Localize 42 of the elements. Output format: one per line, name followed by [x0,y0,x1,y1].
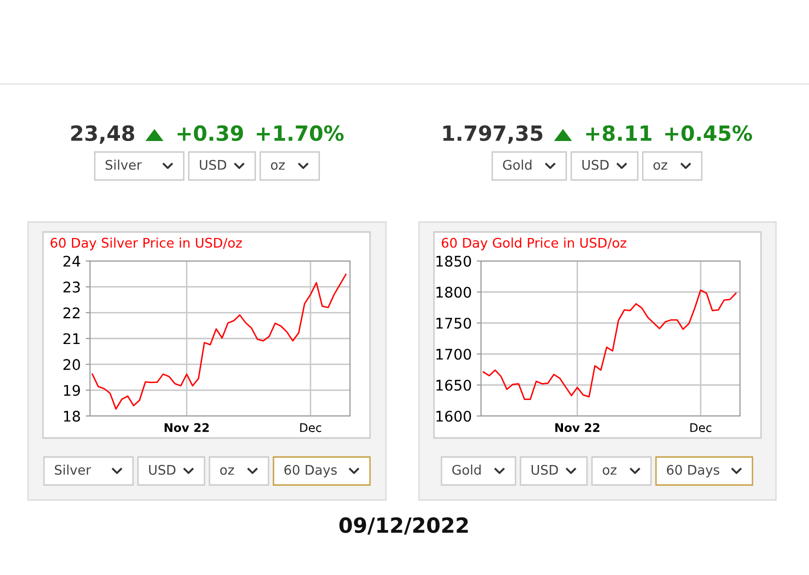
text: USD [200,160,226,170]
text: Silver [106,160,142,170]
line-series [482,289,737,400]
y-tick-label: 18 [64,410,80,422]
text: 1.797,35 [443,125,542,144]
y-tick-label: 24 [63,256,80,267]
y-tick-label: 20 [63,359,80,370]
x-tick-label: Nov 22 [555,423,600,432]
text: USD [532,464,558,475]
y-tick-label: 1600 [436,410,472,422]
text: USD [582,160,609,170]
text: oz [602,467,616,475]
x-tick-label: Dec [300,423,322,432]
y-tick-label: 1650 [436,380,472,391]
text: +1.70% [256,125,344,142]
text: Gold [502,160,532,170]
line-series [92,274,347,410]
y-tick-label: 23 [63,282,80,293]
text: 60 Days [284,464,337,478]
y-tick-label: 1750 [436,318,472,329]
chart-title: 60 Day Gold Price in USD/oz [442,238,626,250]
x-tick-label: Nov 22 [164,423,209,432]
text: oz [270,162,285,170]
x-tick-label: Dec [690,423,712,432]
text: +8.11 [586,125,652,142]
text: USD [149,464,176,475]
y-tick-label: 19 [64,384,80,396]
text: Silver [54,464,92,475]
y-tick-label: 1800 [436,286,472,298]
text: +0.39 [178,125,243,142]
y-tick-label: 22 [63,307,80,318]
text: 09/12/2022 [339,517,468,535]
text: 60 Days [666,464,720,478]
text: +0.45% [665,125,752,142]
text: oz [653,162,668,170]
text: oz [220,467,234,475]
chart-title: 60 Day Silver Price in USD/oz [50,238,242,250]
y-tick-label: 1850 [436,256,472,267]
text: 23,48 [71,125,134,144]
y-tick-label: 21 [63,333,80,344]
text: Gold [452,464,481,475]
y-tick-label: 1700 [436,348,472,360]
